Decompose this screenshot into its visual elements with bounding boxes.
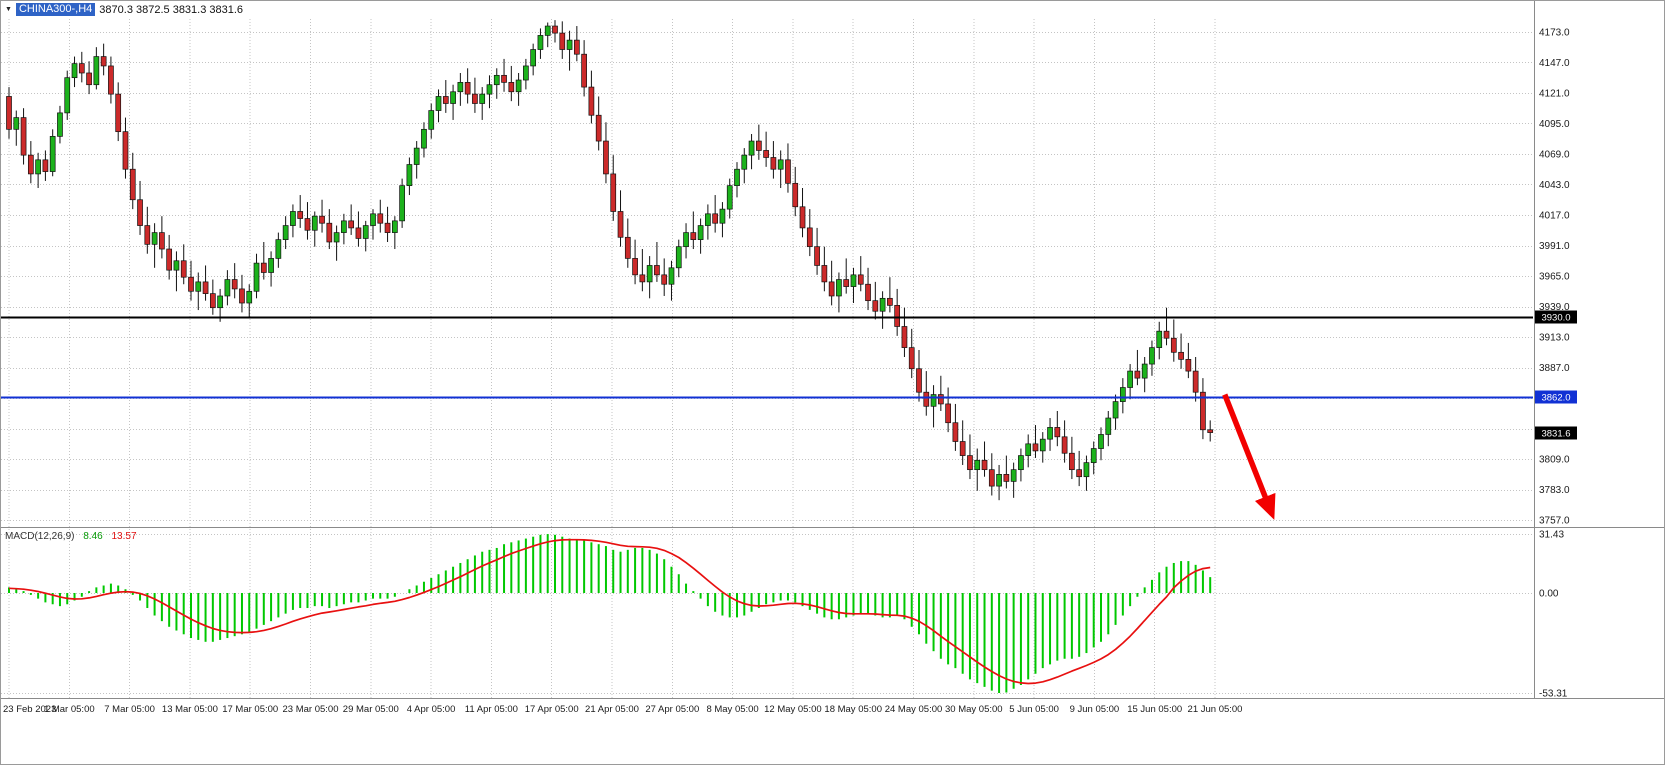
svg-text:15 Jun 05:00: 15 Jun 05:00 [1127,704,1182,715]
macd-value: 8.46 [83,531,103,542]
svg-text:3930.0: 3930.0 [1541,313,1570,324]
svg-text:29 Mar 05:00: 29 Mar 05:00 [343,704,399,715]
candlesticks [6,20,1214,501]
macd-histogram [8,534,1212,694]
svg-text:12 May 05:00: 12 May 05:00 [764,704,822,715]
svg-text:3862.0: 3862.0 [1541,393,1570,404]
svg-text:3887.0: 3887.0 [1539,363,1570,374]
svg-text:24 May 05:00: 24 May 05:00 [885,704,943,715]
svg-text:23 Mar 05:00: 23 Mar 05:00 [283,704,339,715]
svg-text:18 May 05:00: 18 May 05:00 [824,704,882,715]
svg-text:31.43: 31.43 [1539,530,1564,541]
macd-name: MACD(12,26,9) [5,531,75,542]
svg-text:5 Jun 05:00: 5 Jun 05:00 [1009,704,1059,715]
svg-text:4173.0: 4173.0 [1539,27,1570,38]
svg-text:4069.0: 4069.0 [1539,149,1570,160]
svg-text:7 Mar 05:00: 7 Mar 05:00 [104,704,155,715]
svg-text:4043.0: 4043.0 [1539,180,1570,191]
svg-text:27 Apr 05:00: 27 Apr 05:00 [645,704,699,715]
svg-text:0.00: 0.00 [1539,589,1559,600]
svg-text:21 Apr 05:00: 21 Apr 05:00 [585,704,639,715]
svg-text:23 Feb 2023: 23 Feb 2023 [3,704,56,715]
macd-signal-line [8,538,1211,685]
svg-text:4 Apr 05:00: 4 Apr 05:00 [407,704,456,715]
ohlc-values: 3870.3 3872.5 3831.3 3831.6 [99,3,244,16]
svg-text:3831.6: 3831.6 [1541,429,1570,440]
svg-text:3809.0: 3809.0 [1539,455,1570,466]
svg-text:4121.0: 4121.0 [1539,88,1570,99]
macd-signal-value: 13.57 [111,531,137,542]
svg-text:4095.0: 4095.0 [1539,119,1570,130]
svg-text:3965.0: 3965.0 [1539,272,1570,283]
svg-text:17 Apr 05:00: 17 Apr 05:00 [525,704,579,715]
svg-text:3991.0: 3991.0 [1539,241,1570,252]
svg-text:11 Apr 05:00: 11 Apr 05:00 [465,704,518,715]
price-badges: 3930.0 3862.0 3831.6 [1535,310,1577,440]
price-axis[interactable]: 4173.0 4147.0 4121.0 4095.0 4069.0 4043.0 4017… [1539,27,1570,699]
svg-text:30 May 05:00: 30 May 05:00 [945,704,1003,715]
vertical-gridlines [8,19,1216,698]
svg-text:4147.0: 4147.0 [1539,58,1570,69]
svg-text:3757.0: 3757.0 [1539,516,1570,527]
trend-arrow[interactable] [1222,393,1276,520]
svg-text:3939.0: 3939.0 [1539,302,1570,313]
svg-text:4017.0: 4017.0 [1539,210,1570,221]
svg-text:21 Jun 05:00: 21 Jun 05:00 [1188,704,1243,715]
svg-text:17 Mar 05:00: 17 Mar 05:00 [222,704,278,715]
svg-text:8 May 05:00: 8 May 05:00 [706,704,758,715]
svg-text:-53.31: -53.31 [1539,689,1568,700]
symbol-ohlc-label: ▼ CHINA300-,H4 3870.3 3872.5 3831.3 3831… [5,3,243,16]
svg-text:3783.0: 3783.0 [1539,485,1570,496]
svg-text:3913.0: 3913.0 [1539,333,1570,344]
svg-text:9 Jun 05:00: 9 Jun 05:00 [1070,704,1120,715]
panel-separators [1,1,1664,699]
macd-indicator-label: MACD(12,26,9) 8.46 13.57 [5,531,137,542]
horizontal-price-lines[interactable] [1,316,1533,399]
svg-text:13 Mar 05:00: 13 Mar 05:00 [162,704,218,715]
symbol-period-label: CHINA300-,H4 [15,3,96,16]
symbol-dropdown-icon[interactable]: ▼ [5,6,12,13]
svg-text:1 Mar 05:00: 1 Mar 05:00 [44,704,95,715]
